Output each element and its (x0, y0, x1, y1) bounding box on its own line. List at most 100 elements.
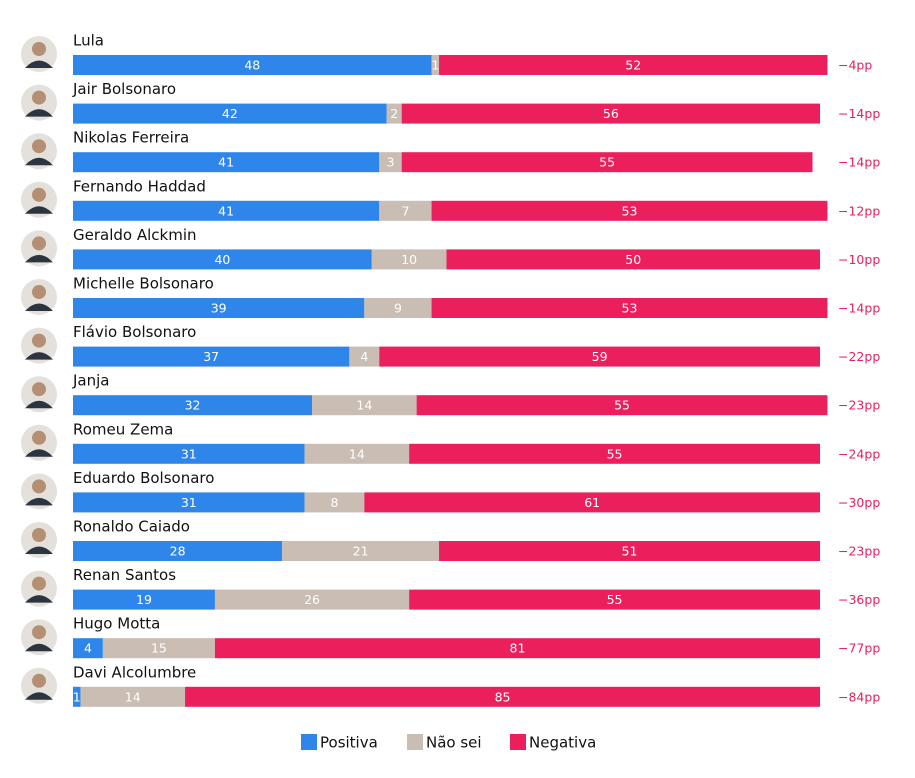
row-label: Nikolas Ferreira (73, 129, 189, 147)
portrait-head (32, 333, 46, 348)
row-label: Davi Alcolumbre (73, 663, 196, 681)
portrait-body (25, 352, 53, 360)
value-label: 41 (218, 155, 234, 170)
legend-swatch (301, 734, 317, 750)
bar-segment (282, 541, 440, 561)
bar-segment (416, 395, 828, 416)
net-label: −36pp (838, 592, 880, 607)
value-label: 55 (607, 592, 623, 607)
value-label: 55 (607, 446, 623, 461)
row-label: Geraldo Alckmin (73, 226, 197, 244)
value-label: 51 (622, 544, 638, 559)
row-label: Fernando Haddad (73, 177, 206, 195)
portrait-body (25, 206, 53, 214)
net-label: −14pp (838, 155, 880, 170)
value-label: 21 (353, 544, 369, 559)
row-label: Michelle Bolsonaro (73, 275, 214, 293)
bar-segment (379, 152, 402, 173)
bar-segment (214, 589, 410, 610)
value-label: 81 (510, 641, 526, 656)
portrait-body (25, 303, 53, 311)
bar-segment (371, 249, 447, 270)
portrait-head (32, 139, 46, 154)
bar-segment (73, 443, 305, 464)
bar-segment (73, 686, 81, 707)
net-label: −77pp (838, 641, 880, 656)
portrait-body (25, 449, 53, 457)
portrait-head (32, 625, 46, 640)
bar-segment (379, 200, 432, 221)
bar-segment (446, 249, 820, 270)
value-label: 50 (625, 252, 641, 267)
value-label: 48 (244, 58, 260, 73)
row-label: Ronaldo Caiado (73, 518, 190, 536)
portrait-body (25, 546, 53, 554)
portrait-head (32, 236, 46, 251)
portrait-body (25, 595, 53, 603)
portrait-head (32, 382, 46, 397)
value-label: 31 (181, 495, 197, 510)
legend-label: Não sei (426, 734, 482, 752)
value-label: 9 (394, 301, 402, 316)
value-label: 55 (614, 398, 630, 413)
bar-segment (312, 395, 417, 416)
value-label: 3 (386, 155, 394, 170)
bar-segment (431, 55, 440, 75)
row-label: Eduardo Bolsonaro (73, 469, 214, 487)
portrait-body (25, 497, 53, 506)
net-label: −22pp (838, 349, 880, 364)
row-label: Jair Bolsonaro (72, 80, 176, 98)
portrait-body (25, 254, 53, 263)
row-label: Flávio Bolsonaro (73, 323, 196, 341)
value-label: 56 (603, 106, 619, 121)
portrait-head (32, 673, 46, 688)
net-label: −14pp (838, 106, 880, 121)
value-label: 52 (625, 58, 641, 73)
net-label: −24pp (838, 446, 880, 461)
legend-label: Negativa (529, 734, 596, 752)
net-label: −14pp (838, 301, 880, 316)
bar-segment (401, 152, 813, 173)
bar-segment (431, 200, 828, 221)
portrait-body (25, 692, 53, 700)
value-label: 59 (592, 349, 608, 364)
value-label: 10 (401, 252, 417, 267)
bar-segment (409, 589, 820, 610)
net-label: −30pp (838, 495, 880, 510)
bar-segment (102, 638, 215, 659)
portrait-head (32, 576, 46, 591)
value-label: 85 (495, 689, 511, 704)
bar-segment (364, 298, 432, 318)
legend-swatch (407, 734, 423, 750)
row-label: Hugo Motta (73, 615, 160, 633)
portrait-head (32, 42, 46, 56)
legend-swatch (510, 734, 526, 750)
portrait-head (32, 187, 46, 202)
value-label: 37 (203, 349, 219, 364)
row-label: Renan Santos (73, 566, 176, 584)
value-label: 53 (622, 203, 638, 218)
portrait-body (25, 400, 53, 409)
value-label: 31 (181, 446, 197, 461)
row-label: Romeu Zema (73, 420, 173, 438)
value-label: 8 (330, 495, 338, 510)
value-label: 28 (170, 544, 186, 559)
portrait-body (25, 109, 53, 117)
value-label: 55 (599, 155, 615, 170)
bar-segment (73, 103, 387, 124)
value-label: 1 (73, 689, 81, 704)
portrait-head (32, 285, 46, 299)
value-label: 41 (218, 203, 234, 218)
bar-segment (73, 152, 380, 173)
bar-segment (73, 249, 372, 270)
bar-segment (73, 395, 313, 416)
value-label: 19 (136, 592, 152, 607)
value-label: 61 (584, 495, 600, 510)
row-label: Lula (73, 32, 104, 50)
net-label: −10pp (838, 252, 880, 267)
portrait-head (32, 430, 46, 445)
portrait-head (32, 528, 46, 542)
bar-segment (431, 298, 828, 318)
